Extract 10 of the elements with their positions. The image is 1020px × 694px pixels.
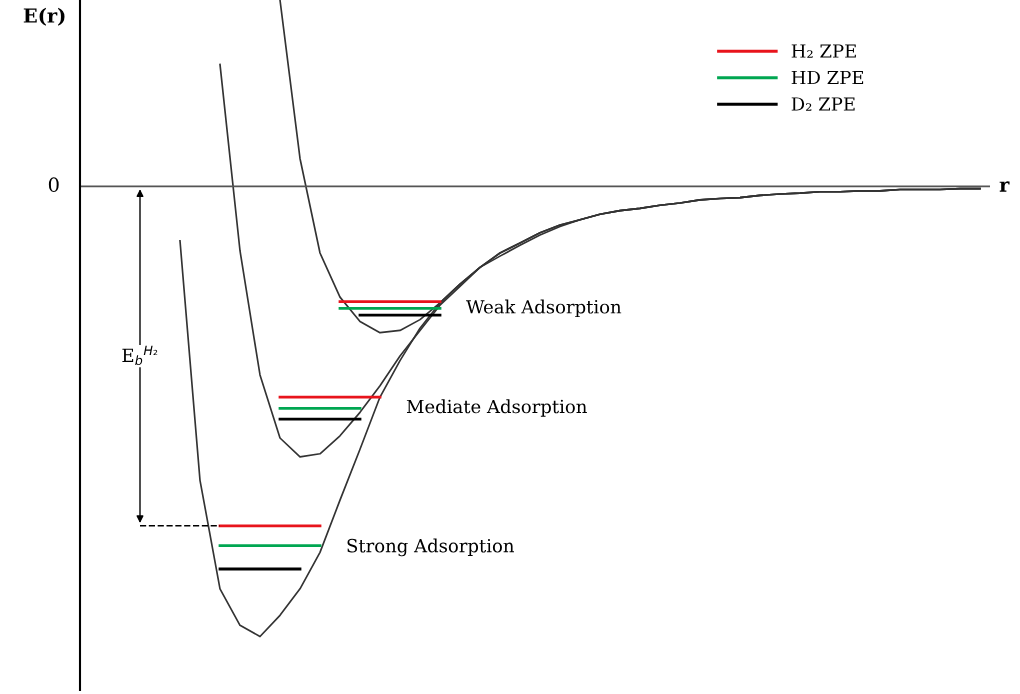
annotation: Weak Adsorption [466,299,622,318]
legend-label: H₂ ZPE [791,44,856,58]
legend-label: D₂ ZPE [791,97,855,111]
ref-line-label: 0 [48,177,59,193]
x-axis-title: r [999,181,1010,192]
annotation: E$_{b}$$^{H₂}$ [122,345,158,366]
y-axis-title: E(r) [23,7,65,26]
annotation: Mediate Adsorption [406,399,587,417]
annotation: Strong Adsorption [347,538,514,557]
legend-label: HD ZPE [791,70,864,85]
